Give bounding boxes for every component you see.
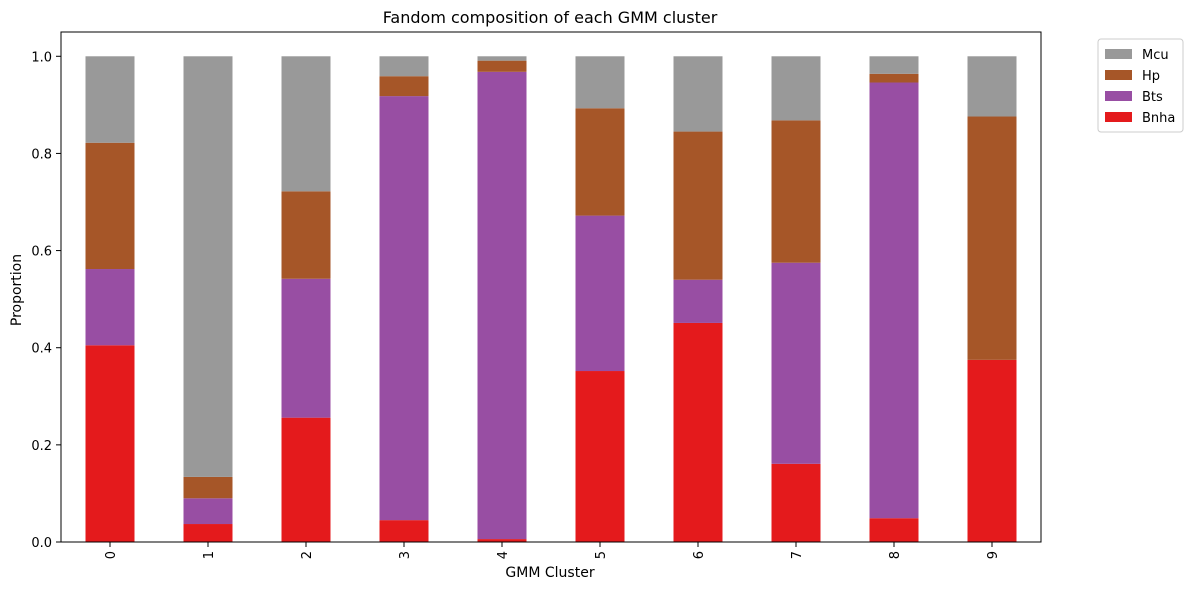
bar-segment-hp-4 (477, 60, 527, 72)
bar-segment-bnha-6 (673, 322, 723, 542)
bar-segment-bnha-1 (183, 524, 233, 542)
bar-segment-bts-7 (771, 262, 821, 464)
x-axis-label: GMM Cluster (505, 565, 594, 581)
x-tick-label: 0 (104, 551, 119, 559)
bar-segment-hp-1 (183, 476, 233, 499)
bar-segment-hp-0 (85, 142, 135, 270)
bar-segment-mcu-9 (967, 56, 1017, 117)
legend-label-hp: Hp (1142, 69, 1160, 84)
x-tick-label: 8 (888, 551, 903, 559)
x-tick-label: 6 (692, 551, 707, 559)
bar-segment-bts-2 (281, 278, 331, 418)
bar-segment-bnha-9 (967, 359, 1017, 542)
axes-layer: 0.0 0.2 0.4 0.6 0.8 1.0 0 1 2 3 4 5 6 7 8 9 (31, 31, 1042, 559)
x-tick-label: 7 (790, 551, 805, 559)
legend-label-bnha: Bnha (1142, 111, 1175, 126)
y-tick-label: 0.2 (31, 439, 52, 454)
bar-segment-hp-7 (771, 120, 821, 263)
bar-segment-mcu-6 (673, 56, 723, 132)
y-tick-label: 0.6 (31, 245, 52, 260)
bar-segment-hp-2 (281, 191, 331, 279)
x-tick-label: 9 (986, 551, 1001, 559)
y-tick-label: 0.8 (31, 147, 52, 162)
bar-segment-mcu-1 (183, 56, 233, 477)
x-tick-label: 1 (202, 551, 217, 559)
bar-segment-hp-9 (967, 116, 1017, 360)
bar-segment-bts-0 (85, 269, 135, 346)
x-tick-label: 2 (300, 551, 315, 559)
bar-segment-mcu-8 (869, 56, 919, 74)
y-tick-label: 1.0 (31, 50, 52, 65)
bar-segment-bnha-2 (281, 417, 331, 542)
bar-segment-mcu-0 (85, 56, 135, 143)
legend: Mcu Hp Bts Bnha (1097, 38, 1184, 133)
legend-label-mcu: Mcu (1142, 48, 1169, 63)
bar-segment-mcu-2 (281, 56, 331, 192)
bar-segment-bts-3 (379, 96, 429, 521)
bar-segment-bnha-5 (575, 371, 625, 542)
bar-segment-hp-3 (379, 76, 429, 97)
bar-segment-mcu-7 (771, 56, 821, 121)
bar-segment-hp-5 (575, 108, 625, 216)
bar-segment-bts-6 (673, 279, 723, 323)
chart-title: Fandom composition of each GMM cluster (383, 8, 718, 27)
y-axis-label: Proportion (9, 254, 25, 326)
bar-segment-bts-8 (869, 82, 919, 519)
bar-segment-bnha-4 (477, 539, 527, 542)
legend-swatch-bnha (1105, 112, 1132, 122)
bar-segment-hp-6 (673, 131, 723, 280)
x-tick-label: 3 (398, 551, 413, 559)
x-tick-label: 4 (496, 551, 511, 559)
bar-segment-bnha-0 (85, 345, 135, 542)
bar-segment-mcu-4 (477, 56, 527, 61)
bar-segment-hp-8 (869, 73, 919, 83)
bar-segment-bts-1 (183, 498, 233, 525)
bar-segment-mcu-3 (379, 56, 429, 77)
bars-layer (85, 56, 1017, 542)
bar-segment-bts-5 (575, 215, 625, 372)
x-tick-label: 5 (594, 551, 609, 559)
bar-segment-bnha-8 (869, 518, 919, 542)
plot-frame (60, 31, 1042, 543)
bar-segment-bnha-7 (771, 463, 821, 542)
legend-label-bts: Bts (1142, 90, 1163, 105)
bar-segment-bnha-3 (379, 520, 429, 542)
bar-segment-mcu-5 (575, 56, 625, 109)
y-tick-label: 0.4 (31, 342, 52, 357)
legend-box (1097, 38, 1184, 133)
legend-swatch-hp (1105, 70, 1132, 80)
legend-swatch-bts (1105, 91, 1132, 101)
bar-segment-bts-4 (477, 71, 527, 540)
legend-swatch-mcu (1105, 49, 1132, 59)
y-tick-label: 0.0 (31, 536, 52, 551)
